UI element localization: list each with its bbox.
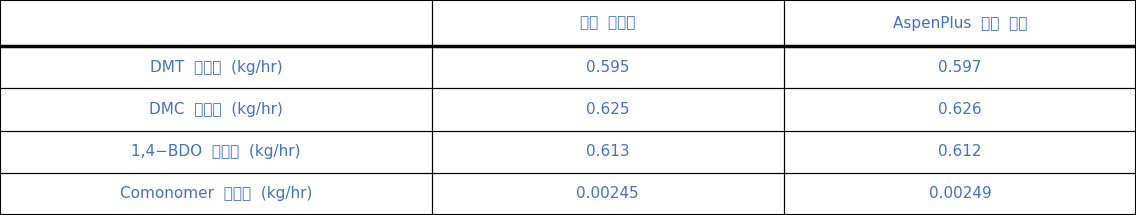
Text: 0.595: 0.595 (586, 60, 629, 75)
Bar (784, 0, 1136, 46)
Bar (0, 88, 432, 131)
Bar (0, 46, 432, 88)
Text: AspenPlus  공정  모델: AspenPlus 공정 모델 (893, 16, 1027, 31)
Bar (432, 131, 784, 173)
Text: 0.612: 0.612 (938, 144, 982, 159)
Text: 0.613: 0.613 (586, 144, 629, 159)
Text: 실험  데이터: 실험 데이터 (580, 16, 635, 31)
Text: 0.626: 0.626 (938, 102, 982, 117)
Text: 0.625: 0.625 (586, 102, 629, 117)
Text: DMC  투여량  (kg/hr): DMC 투여량 (kg/hr) (149, 102, 283, 117)
Bar (784, 131, 1136, 173)
Text: DMT  투여량  (kg/hr): DMT 투여량 (kg/hr) (150, 60, 282, 75)
Bar (0, 0, 432, 46)
Bar (432, 0, 784, 46)
Bar (0, 173, 432, 215)
Text: 0.00245: 0.00245 (576, 186, 640, 201)
Text: Comonomer  투여량  (kg/hr): Comonomer 투여량 (kg/hr) (119, 186, 312, 201)
Bar (432, 88, 784, 131)
Text: 0.00249: 0.00249 (928, 186, 992, 201)
Bar (432, 173, 784, 215)
Text: 1,4−BDO  투여량  (kg/hr): 1,4−BDO 투여량 (kg/hr) (131, 144, 301, 159)
Bar (784, 88, 1136, 131)
Bar (784, 173, 1136, 215)
Bar (784, 46, 1136, 88)
Bar (0, 131, 432, 173)
Bar (432, 46, 784, 88)
Text: 0.597: 0.597 (938, 60, 982, 75)
